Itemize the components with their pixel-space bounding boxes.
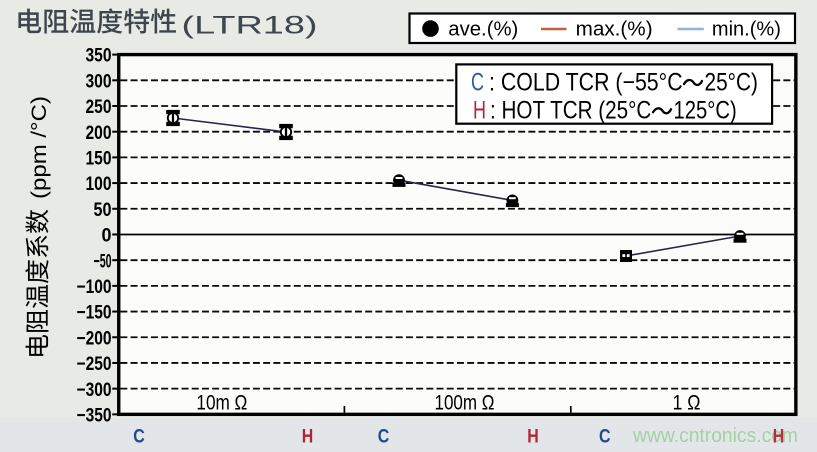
- svg-text:50: 50: [94, 200, 112, 221]
- svg-text:C: C: [133, 426, 145, 447]
- svg-text:−50: −50: [94, 251, 112, 272]
- svg-text:: COLD TCR (−55°C: : COLD TCR (−55°C: [489, 68, 683, 96]
- svg-text:200: 200: [86, 123, 112, 144]
- svg-text:(LTR18): (LTR18): [182, 12, 318, 40]
- svg-text:0: 0: [102, 226, 112, 247]
- svg-text:−100: −100: [77, 277, 112, 298]
- svg-text:1 Ω: 1 Ω: [673, 392, 701, 415]
- svg-text:300: 300: [86, 71, 112, 92]
- svg-text:ave.(%): ave.(%): [448, 19, 518, 41]
- svg-text:C: C: [599, 426, 611, 447]
- svg-text:−250: −250: [77, 354, 112, 375]
- svg-text:H: H: [773, 426, 785, 447]
- svg-text:H: H: [527, 426, 539, 447]
- svg-text:100m Ω: 100m Ω: [435, 392, 495, 415]
- svg-text:150: 150: [86, 148, 112, 169]
- svg-text:−300: −300: [77, 380, 112, 401]
- svg-text:250: 250: [86, 97, 112, 118]
- svg-text:350: 350: [86, 46, 112, 67]
- svg-text:−350: −350: [77, 405, 112, 426]
- svg-text:C: C: [378, 426, 390, 447]
- svg-text:www.cntronics.com: www.cntronics.com: [632, 425, 798, 447]
- svg-text:H: H: [302, 426, 314, 447]
- svg-text:10m Ω: 10m Ω: [196, 392, 247, 415]
- svg-text:C: C: [471, 68, 484, 96]
- svg-text:25°C): 25°C): [705, 68, 758, 96]
- svg-text:(ppm /°C): (ppm /°C): [28, 96, 51, 199]
- svg-text:H: H: [473, 97, 486, 125]
- svg-text:min.(%): min.(%): [712, 19, 781, 41]
- svg-text:−150: −150: [77, 303, 112, 324]
- svg-text:−200: −200: [77, 328, 112, 349]
- svg-text:max.(%): max.(%): [576, 19, 653, 41]
- svg-text:125°C): 125°C): [674, 97, 737, 125]
- svg-text:100: 100: [86, 174, 112, 195]
- svg-text:: HOT TCR (25°C: : HOT TCR (25°C: [490, 97, 651, 125]
